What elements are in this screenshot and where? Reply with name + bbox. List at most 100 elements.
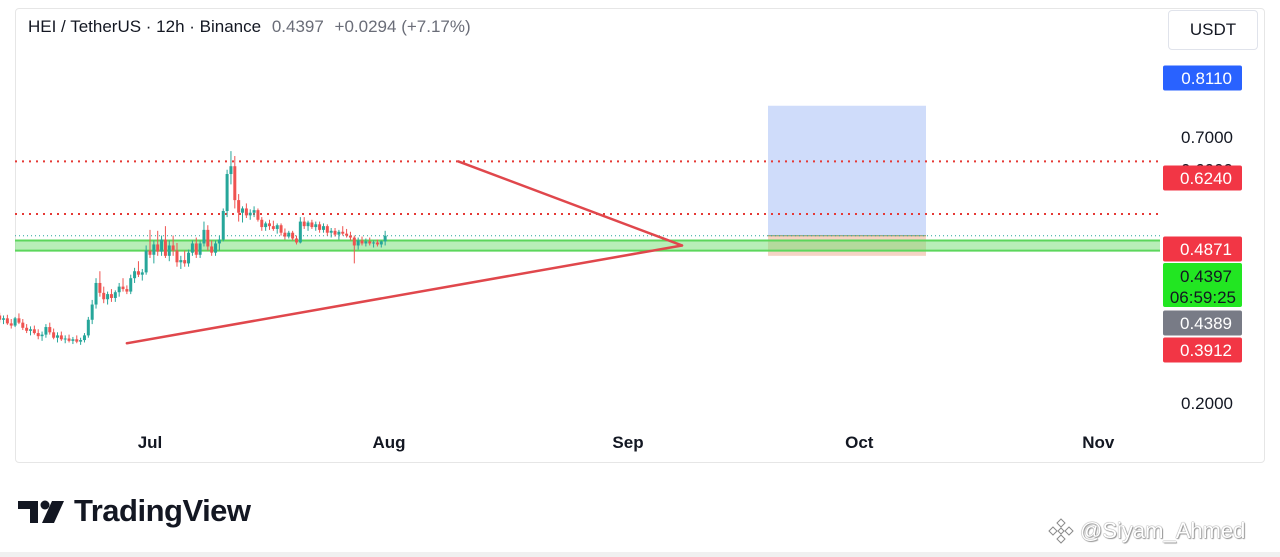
candle-body[interactable] — [48, 327, 52, 333]
candle-body[interactable] — [59, 335, 63, 340]
candle-body[interactable] — [287, 232, 291, 237]
price-label[interactable]: 0.4397 — [1180, 267, 1232, 286]
candle-body[interactable] — [144, 250, 148, 273]
candle-body[interactable] — [268, 223, 271, 227]
candle-body[interactable] — [2, 318, 6, 320]
candle-body[interactable] — [348, 235, 352, 238]
candle-body[interactable] — [325, 226, 329, 233]
candle-body[interactable] — [241, 208, 245, 213]
candle-body[interactable] — [329, 230, 333, 233]
candle-body[interactable] — [364, 241, 368, 244]
candle-body[interactable] — [352, 237, 356, 246]
candle-body[interactable] — [90, 304, 94, 320]
candle-body[interactable] — [9, 323, 13, 326]
candle-body[interactable] — [194, 243, 198, 255]
tradingview-logo[interactable]: TradingView — [18, 493, 251, 529]
candle-body[interactable] — [337, 231, 341, 235]
candle-body[interactable] — [67, 338, 71, 341]
candle-body[interactable] — [86, 319, 90, 336]
candle-body[interactable] — [379, 241, 383, 245]
candle-body[interactable] — [13, 318, 17, 326]
chart-canvas[interactable]: 0.70000.60000.2000JulAugSepOctNov0.81100… — [0, 0, 1280, 470]
candle-body[interactable] — [298, 221, 302, 243]
candle-body[interactable] — [0, 315, 2, 320]
candle-body[interactable] — [260, 219, 264, 228]
candle-body[interactable] — [152, 244, 156, 255]
candle-body[interactable] — [75, 339, 79, 342]
candle-body[interactable] — [125, 289, 129, 292]
candle-body[interactable] — [5, 318, 9, 324]
candle-body[interactable] — [136, 271, 140, 275]
candle-body[interactable] — [183, 260, 187, 264]
candle-body[interactable] — [198, 243, 202, 255]
candle-body[interactable] — [148, 250, 152, 255]
currency-button[interactable]: USDT — [1168, 10, 1258, 50]
candle-body[interactable] — [341, 231, 345, 234]
candle-body[interactable] — [221, 211, 225, 240]
candle-body[interactable] — [94, 282, 98, 305]
candle-body[interactable] — [133, 271, 137, 279]
candle-body[interactable] — [321, 226, 325, 230]
price-label[interactable]: 0.8110 — [1181, 69, 1232, 88]
candle-body[interactable] — [106, 294, 110, 300]
candle-body[interactable] — [167, 245, 171, 256]
candle-body[interactable] — [40, 334, 44, 337]
candle-body[interactable] — [29, 329, 32, 331]
support-zone[interactable] — [15, 240, 1160, 251]
candle-body[interactable] — [248, 212, 252, 216]
candle-body[interactable] — [233, 166, 237, 201]
candle-body[interactable] — [163, 239, 167, 256]
target-zone[interactable] — [768, 105, 926, 236]
candle-body[interactable] — [175, 250, 179, 263]
candle-body[interactable] — [383, 235, 387, 242]
candle-body[interactable] — [202, 229, 206, 244]
candle-body[interactable] — [333, 230, 337, 235]
candle-body[interactable] — [129, 278, 133, 292]
candle-body[interactable] — [25, 327, 29, 331]
candle-body[interactable] — [17, 318, 21, 323]
price-label[interactable]: 0.4389 — [1180, 314, 1232, 333]
candle-body[interactable] — [113, 292, 117, 298]
candle-body[interactable] — [225, 174, 229, 212]
price-label[interactable]: 0.4871 — [1180, 240, 1232, 259]
candle-body[interactable] — [36, 333, 40, 337]
candle-body[interactable] — [214, 243, 218, 253]
candle-body[interactable] — [79, 340, 83, 342]
candle-body[interactable] — [360, 240, 364, 244]
candle-body[interactable] — [98, 282, 102, 293]
candle-body[interactable] — [283, 232, 287, 237]
candle-body[interactable] — [210, 246, 214, 253]
candle-body[interactable] — [32, 329, 36, 334]
candle-body[interactable] — [310, 222, 314, 228]
price-label[interactable]: 0.6240 — [1180, 169, 1232, 188]
candle-body[interactable] — [102, 292, 106, 300]
candle-body[interactable] — [187, 252, 191, 264]
candle-body[interactable] — [314, 224, 318, 228]
candle-body[interactable] — [372, 242, 376, 244]
candle-body[interactable] — [375, 242, 379, 245]
candle-body[interactable] — [368, 241, 372, 244]
candle-body[interactable] — [171, 245, 175, 251]
candle-body[interactable] — [279, 225, 283, 233]
triangle-lower-trendline[interactable] — [125, 244, 684, 345]
candle-body[interactable] — [252, 210, 256, 213]
candle-body[interactable] — [109, 294, 113, 298]
candle-body[interactable] — [294, 238, 298, 243]
candle-body[interactable] — [271, 226, 275, 229]
candle-body[interactable] — [117, 286, 121, 293]
candle-body[interactable] — [264, 223, 268, 228]
candle-body[interactable] — [21, 322, 25, 328]
candle-body[interactable] — [345, 233, 349, 236]
candle-body[interactable] — [63, 338, 67, 340]
candle-body[interactable] — [256, 210, 260, 220]
candle-body[interactable] — [190, 243, 194, 253]
triangle-upper-trendline[interactable] — [457, 160, 684, 247]
candle-body[interactable] — [156, 244, 160, 252]
candle-body[interactable] — [217, 239, 221, 244]
candle-body[interactable] — [302, 221, 306, 227]
candle-body[interactable] — [206, 229, 210, 247]
candle-body[interactable] — [275, 225, 279, 229]
price-label[interactable]: 0.3912 — [1180, 341, 1232, 360]
candle-body[interactable] — [237, 200, 241, 213]
candle-body[interactable] — [160, 239, 164, 252]
